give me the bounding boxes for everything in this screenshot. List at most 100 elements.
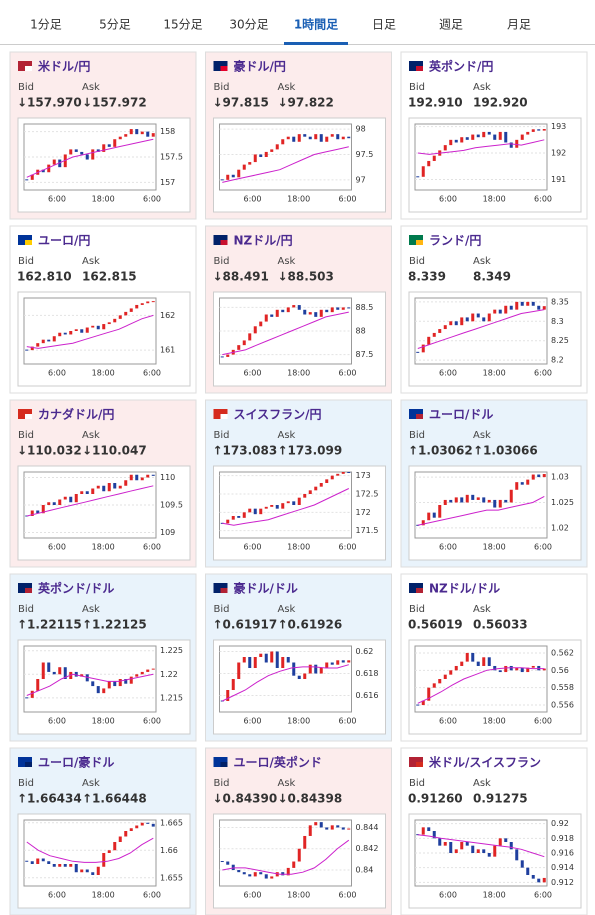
candle [281,309,285,313]
candle [52,671,56,675]
tab[interactable]: 30分足 [229,18,268,32]
candle [237,169,241,178]
candle [91,325,95,328]
candle [297,305,301,310]
pair-name: ユーロ/英ポンド [234,755,322,770]
candle [416,351,420,353]
bid-label: Bid [18,256,34,267]
x-tick-label: 6:00 [48,891,66,900]
x-tick-label: 6:00 [143,195,161,204]
y-tick-label: 171.5 [356,526,379,535]
rate-panel[interactable]: ユーロ/英ポンド Bid Ask↓0.84390 ↓0.84398 0.84 0.842 0… [205,747,392,915]
tab[interactable]: 5分足 [99,18,131,32]
candle [314,134,318,140]
candle [454,849,458,853]
flag [25,588,32,593]
y-tick-label: 98 [356,125,366,134]
candle [47,861,51,864]
y-tick-label: 0.56 [551,666,569,675]
candle [542,877,546,883]
ask-value: 192.920 [473,96,528,110]
ask-label: Ask [278,82,296,93]
candle [330,475,334,480]
candle [231,174,235,178]
candle [63,332,67,335]
rate-panel[interactable]: 英ポンド/円 Bid Ask 192.910 192.920 191 192 193 6:00 1… [400,51,588,220]
y-tick-label: 109 [160,528,175,537]
candle [242,340,246,346]
tab[interactable]: 日足 [372,18,396,32]
pair-name: NZドル/円 [234,234,293,248]
candle [449,670,453,675]
ask-label: Ask [82,82,100,93]
x-tick-label: 18:00 [483,891,506,900]
candle [432,332,436,337]
tab[interactable]: 月足 [507,18,531,32]
candle [330,134,334,137]
x-tick-label: 6:00 [48,717,66,726]
tab[interactable]: 1分足 [30,18,62,32]
rate-panel[interactable]: ユーロ/豪ドル Bid Ask↑1.66434 ↑1.66448 1.655 1.66 1.… [9,747,197,915]
rate-panel[interactable]: 英ポンド/ドル Bid Ask↑1.22115 ↑1.22125 1.215 1.22 1.… [9,573,197,742]
rate-panel[interactable]: ユーロ/円 Bid Ask 162.810 162.815 161 162 6:00 18:00… [9,225,197,394]
rate-panel[interactable]: NZドル/ドル Bid Ask 0.56019 0.56033 0.556 0.558 0.5… [400,573,588,742]
x-tick-label: 6:00 [339,717,357,726]
candle [85,869,89,873]
y-tick-label: 110 [160,473,175,482]
candle [118,136,122,140]
candle [438,679,442,684]
candle [80,869,84,873]
candle [135,474,139,481]
candle [47,164,51,173]
candle [432,683,436,688]
candle [231,516,235,520]
candle [264,314,268,322]
candle [432,155,436,161]
candle [113,681,117,687]
rate-panel[interactable]: 豪ドル/円 Bid Ask ↓97.815 ↓97.822 97 97.5 98 6:00 18:… [205,51,392,220]
candle [231,679,235,690]
candle [151,474,155,476]
tab[interactable]: 1時間足 [294,17,338,32]
candle [146,669,150,672]
candle [118,485,122,489]
x-tick-label: 6:00 [244,543,262,552]
candle [275,505,279,509]
candle [460,842,464,850]
y-tick-label: 162 [160,311,175,320]
rate-panel[interactable]: 米ドル/スイスフラン Bid Ask 0.91260 0.91275 0.912 0.914… [400,747,588,915]
candle [129,129,133,135]
candle [303,835,307,849]
candle [275,651,279,668]
rate-panel[interactable]: 豪ドル/ドル Bid Ask↑0.61917 ↑0.61926 0.616 0.618 0.… [205,573,392,742]
candle [91,681,95,687]
rate-panel[interactable]: スイスフラン/円 Bid Ask↑173.083 ↑173.099 171.5 172 17… [205,399,392,568]
candle [308,490,312,494]
tab[interactable]: 週足 [439,18,463,32]
candle [537,129,541,131]
flag [25,762,32,767]
y-tick-label: 0.844 [356,823,379,832]
candle [264,874,268,879]
rate-panel[interactable]: ランド/円 Bid Ask 8.339 8.349 8.2 8.25 8.3 8.35 6:00 1… [400,225,588,394]
rate-panel[interactable]: カナダドル/円 Bid Ask↓110.032 ↓110.047 109 109.5 110… [9,399,197,568]
rate-panel[interactable]: NZドル/円 Bid Ask ↓88.491 ↓88.503 87.5 88 88.5 6:00… [205,225,392,394]
candle [493,499,497,508]
rate-panel[interactable]: 米ドル/円 Bid Ask↓157.970 ↓157.972 157 157.5 158 6:… [9,51,197,220]
candle [493,845,497,857]
pair-name: 豪ドル/ドル [234,581,298,596]
ask-label: Ask [82,256,100,267]
candle [63,864,67,867]
candle [292,136,296,142]
candle [226,519,230,524]
candle [341,660,345,663]
chart-box [17,465,191,561]
candle [303,309,307,315]
x-tick-label: 6:00 [244,717,262,726]
candle [336,825,340,828]
rate-panel[interactable]: ユーロ/ドル Bid Ask↑1.03062 ↑1.03066 1.02 1.025 1.0… [400,399,588,568]
candle [281,657,285,668]
pair-name: ユーロ/豪ドル [38,755,114,770]
candle [96,325,100,330]
tab[interactable]: 15分足 [163,18,202,32]
